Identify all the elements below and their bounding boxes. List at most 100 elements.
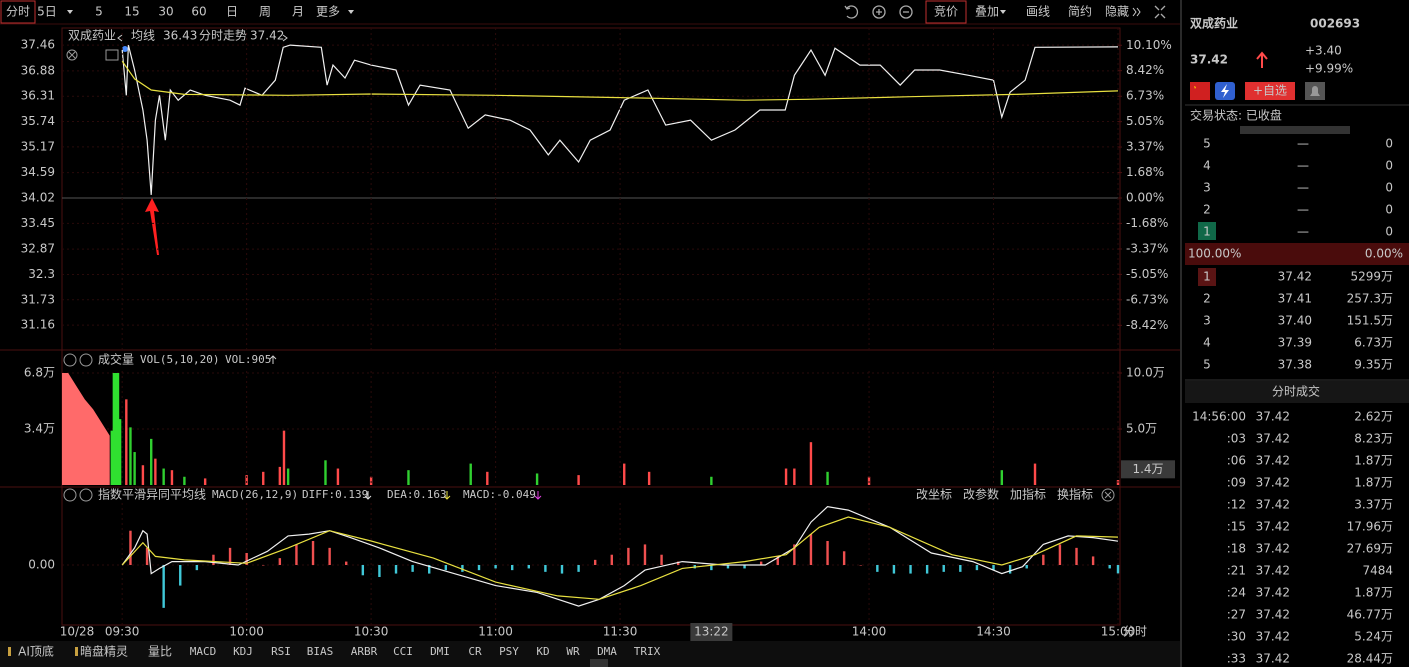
start-dot	[122, 46, 128, 52]
watch-button[interactable]: +自选	[1253, 84, 1287, 98]
toolbar-button[interactable]: 隐藏	[1105, 5, 1129, 19]
trade-volume: 3.37万	[1354, 498, 1393, 512]
toolbar-tab[interactable]: 5	[95, 5, 103, 19]
bar	[195, 565, 199, 571]
close-icon[interactable]	[1101, 488, 1115, 502]
bar	[1075, 547, 1078, 565]
bar	[286, 468, 290, 485]
trade-volume: 1.87万	[1354, 586, 1393, 600]
bar	[311, 541, 315, 565]
bid-price: 37.40	[1278, 314, 1312, 328]
close-icon[interactable]	[68, 51, 76, 59]
bar	[759, 561, 763, 565]
bar	[1000, 470, 1004, 485]
bar	[170, 470, 174, 485]
bar	[809, 442, 813, 485]
toolbar-tab[interactable]: 日	[226, 5, 238, 19]
toolbar-button[interactable]: 画线	[1026, 5, 1050, 19]
bar	[892, 565, 896, 574]
toolbar-button[interactable]: 竞价	[934, 5, 958, 19]
expand-tab[interactable]	[1240, 126, 1350, 134]
bar	[407, 470, 410, 485]
indicator-tab[interactable]: CCI	[393, 645, 413, 658]
indicator-tab[interactable]: WR	[566, 645, 580, 658]
indicator-tab[interactable]: 量比	[148, 645, 172, 659]
bar	[183, 476, 186, 485]
y-tick-label: 34.02	[21, 191, 55, 205]
expand-icon[interactable]	[105, 49, 119, 61]
zoom-in-icon[interactable]	[872, 5, 886, 19]
indicator-tab[interactable]: CR	[468, 645, 482, 658]
toolbar-tab[interactable]: 更多	[316, 5, 340, 19]
bid-volume: 257.3万	[1347, 292, 1393, 306]
indicator-tab[interactable]: BIAS	[307, 645, 334, 658]
bar	[162, 565, 165, 608]
indicator-tab[interactable]: PSY	[499, 645, 519, 658]
close-icon[interactable]	[1104, 491, 1112, 499]
bar	[1042, 554, 1045, 565]
y2-tick-label: -1.68%	[1126, 216, 1168, 230]
stock-code: 002693	[1310, 17, 1360, 31]
trade-time: 14:56:00	[1192, 410, 1246, 424]
ask-price: —	[1297, 137, 1309, 151]
toolbar-tab[interactable]: 月	[292, 5, 304, 19]
indicator-tool[interactable]: 改坐标	[916, 488, 952, 502]
toolbar-button[interactable]: 叠加	[975, 5, 999, 19]
fullscreen-icon[interactable]	[1154, 5, 1166, 19]
bar	[643, 544, 647, 565]
indicator-tab[interactable]: KD	[536, 645, 549, 658]
bar	[1008, 565, 1012, 574]
collapse-handle[interactable]	[590, 659, 608, 667]
active-tab-frame	[0, 0, 36, 24]
toolbar-tab[interactable]: 5日	[37, 5, 57, 19]
settings-icon[interactable]	[79, 488, 93, 502]
trade-price: 37.42	[1256, 630, 1290, 644]
bar	[826, 471, 829, 485]
toolbar-button[interactable]: 简约	[1068, 4, 1092, 19]
indicator-tool[interactable]: 换指标	[1057, 487, 1093, 502]
toolbar-icons[interactable]	[844, 5, 1166, 19]
bid-price: 37.39	[1278, 336, 1312, 350]
indicator-tab[interactable]: TRIX	[634, 645, 661, 658]
indicator-tab[interactable]: RSI	[271, 645, 291, 658]
indicator-tab[interactable]: KDJ	[233, 645, 253, 658]
toolbar-tab[interactable]: 60	[191, 5, 206, 19]
up-arrow	[269, 355, 277, 364]
indicator-tab[interactable]: DMA	[597, 645, 617, 658]
bar	[560, 565, 564, 574]
indicator-tab[interactable]: 暗盘精灵	[80, 644, 128, 659]
tab-icon	[8, 647, 11, 656]
indicator-tool[interactable]: 加指标	[1010, 487, 1046, 502]
bar	[535, 473, 539, 485]
watch-button-bg[interactable]	[1245, 82, 1295, 100]
toolbar-tab[interactable]: 周	[259, 5, 271, 19]
toolbar-tab[interactable]: 分时	[6, 5, 30, 19]
panel-header-text: 37.42	[250, 29, 284, 43]
help-icon[interactable]	[63, 353, 77, 367]
trade-volume: 1.87万	[1354, 454, 1393, 468]
bar	[610, 554, 613, 565]
ask-volume: 0	[1385, 159, 1393, 173]
zoom-out-icon[interactable]	[899, 5, 913, 19]
close-icon[interactable]	[66, 49, 78, 61]
indicator-tab[interactable]: ARBR	[351, 645, 378, 658]
indicator-tab[interactable]: MACD	[190, 645, 217, 658]
toolbar-tab[interactable]: 15	[124, 5, 139, 19]
settings-icon[interactable]	[79, 353, 93, 367]
bar	[1058, 544, 1062, 565]
bar	[743, 565, 746, 569]
indicator-tab[interactable]: DMI	[430, 645, 450, 658]
panel-header-text: 双成药业	[68, 29, 116, 43]
indicator-tool[interactable]: 改参数	[963, 487, 999, 502]
down-arrow	[364, 491, 372, 500]
undo-icon[interactable]	[844, 5, 859, 19]
bar	[262, 471, 265, 485]
toolbar-tab[interactable]: 30	[158, 5, 173, 19]
sell-ratio: 0.00%	[1365, 247, 1403, 261]
ask-level: 2	[1203, 203, 1211, 217]
bar	[1033, 463, 1037, 485]
help-icon[interactable]	[63, 488, 77, 502]
indicator-tab[interactable]: AI顶底	[18, 644, 54, 659]
trade-time: :12	[1227, 498, 1246, 512]
